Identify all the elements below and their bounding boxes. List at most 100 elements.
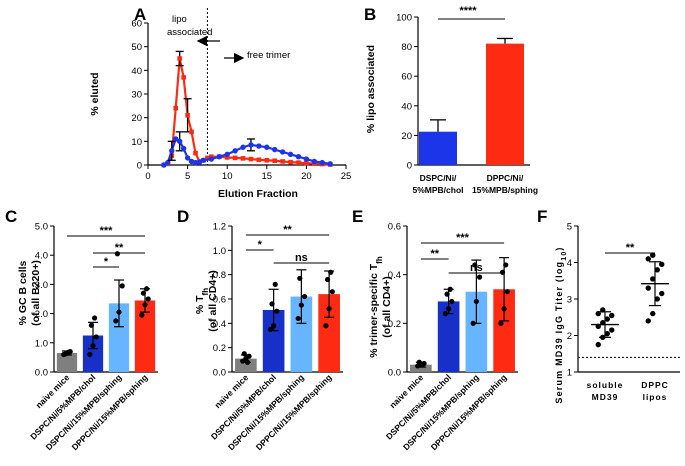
panelE-bar xyxy=(410,364,432,372)
series-point-circle xyxy=(295,154,302,160)
panelC-data-point xyxy=(87,351,93,358)
panelD-data-point xyxy=(329,289,335,295)
series-point-square xyxy=(264,157,270,163)
panel-b-category-label: DPPC/Ni/ xyxy=(487,173,524,183)
panelC-ytick-label: 2.0 xyxy=(35,309,48,320)
panelD-data-point xyxy=(301,293,308,300)
panelD-data-point xyxy=(271,323,277,329)
panel-e-trimer-tfh: % trimer-specific Tfh (of all CD4+) 0.0 0… xyxy=(368,222,518,452)
panel-b-category-label: DSPC/Ni/ xyxy=(420,173,457,183)
panelD-ytick-label: 0.4 xyxy=(213,319,226,330)
panel-b-bar-chart: % lipo associated **** 0 20 40 60 80 100 DSPC/… xyxy=(365,5,538,195)
series-point-circle xyxy=(169,148,175,154)
panel-f-data-point xyxy=(659,261,665,268)
panel-c-ylabel-line1: % GC B cells xyxy=(17,260,29,325)
panelC-data-point xyxy=(88,322,94,328)
panel-a-ytick-label: 10 xyxy=(131,137,142,148)
panelE-ytick-label: 0.4 xyxy=(388,270,401,281)
panelD-data-point xyxy=(298,302,304,308)
annotation-free-trimer: free trimer xyxy=(247,50,290,61)
panel-f-ytick-label: 5 xyxy=(567,222,572,233)
panelD-bar xyxy=(290,296,313,372)
panelD-data-point xyxy=(328,269,334,275)
panelD-ytick-label: 0.2 xyxy=(213,343,226,354)
panelC-data-point xyxy=(116,309,122,315)
panelD-data-point xyxy=(297,275,303,281)
panel-f-category-label: soluble xyxy=(587,380,624,390)
panel-f-serum-titer: Serum MD39 IgG Titer (log10) 1 2 3 4 5 solubl… xyxy=(554,222,680,404)
panel-a-ytick-label: 0 xyxy=(137,161,142,172)
panelD-ytick-label: 0.6 xyxy=(213,295,226,306)
panel-label-c: C xyxy=(5,207,17,226)
panelC-data-point xyxy=(144,286,150,292)
panelC-ytick-label: 5.0 xyxy=(35,222,48,233)
series-point-square xyxy=(224,155,230,160)
panelD-data-point xyxy=(295,315,301,322)
panelE-data-point xyxy=(419,362,426,368)
panelC-data-point xyxy=(140,290,146,296)
panel-b-ytick-label: 20 xyxy=(401,131,412,142)
panel-a-xtick-label: 20 xyxy=(301,171,312,182)
panelE-significance-label: ** xyxy=(430,248,439,260)
panel-f-category-label: DPPC xyxy=(641,380,669,390)
panel-d-tfh: % Tfh (of all CD4+) 0.00.20.40.60.81.01.… xyxy=(194,222,343,452)
series-point-square xyxy=(173,105,179,111)
panelE-data-point xyxy=(449,298,455,305)
panel-a-elution-chart: % eluted Elution Fraction lipo associate… xyxy=(89,8,351,200)
panelD-data-point xyxy=(324,276,331,283)
panelE-data-point xyxy=(473,298,479,305)
panel-f-data-point xyxy=(654,267,660,273)
panel-a-xtick-label: 15 xyxy=(262,171,273,182)
panelD-ytick-label: 1.0 xyxy=(213,246,226,257)
panelE-ytick-label: 0.2 xyxy=(388,319,401,330)
panel-b-category-label: 15%MPB/sphing xyxy=(472,185,538,195)
series-line-0 xyxy=(163,58,331,167)
panelE-bar xyxy=(493,289,515,372)
panelC-bar xyxy=(134,300,156,372)
series-point-circle xyxy=(287,151,294,158)
series-point-circle xyxy=(240,144,246,150)
series-point-circle xyxy=(303,156,310,162)
panelE-bar xyxy=(437,301,460,372)
panel-f-data-point xyxy=(650,252,656,258)
series-point-square xyxy=(177,56,182,61)
series-point-square xyxy=(288,159,293,165)
panelC-data-point xyxy=(93,334,99,340)
panel-a-ytick-label: 20 xyxy=(131,113,142,124)
panel-f-data-point xyxy=(650,310,656,317)
panel-f-ytick-label: 4 xyxy=(567,258,572,269)
panelE-significance-label: ns xyxy=(470,262,483,274)
panelC-significance-label: ** xyxy=(115,242,124,254)
panelC-data-point xyxy=(139,312,145,318)
panel-f-ytick-label: 3 xyxy=(567,295,572,306)
panel-a-xtick-label: 0 xyxy=(145,171,150,182)
panelD-ytick-label: 0.0 xyxy=(213,368,226,379)
panelC-data-point xyxy=(92,315,98,321)
panelE-data-point xyxy=(498,320,504,326)
panel-f-ytick-label: 1 xyxy=(567,368,572,379)
series-point-circle xyxy=(165,159,171,166)
panel-f-data-point xyxy=(604,330,610,337)
panel-label-b: B xyxy=(364,5,376,24)
panelE-data-point xyxy=(503,262,509,268)
panelC-data-point xyxy=(66,349,72,355)
series-point-circle xyxy=(232,148,238,154)
panelC-data-point xyxy=(114,251,120,257)
panelE-significance-label: *** xyxy=(456,232,470,244)
panelE-data-point xyxy=(501,306,507,312)
panel-f-data-point xyxy=(609,312,615,319)
series-point-circle xyxy=(208,156,215,162)
panelC-data-point xyxy=(113,318,119,324)
series-point-square xyxy=(280,159,285,164)
panel-b-ytick-label: 60 xyxy=(401,72,412,83)
panel-e-ylabel-line2: (of all CD4+) xyxy=(381,276,393,338)
panelE-data-point xyxy=(444,291,450,297)
panel-b-ytick-label: 100 xyxy=(396,13,412,24)
series-point-square xyxy=(304,160,309,166)
series-point-square xyxy=(205,155,210,161)
series-point-circle xyxy=(311,158,318,165)
panel-f-data-point xyxy=(604,316,610,322)
panelD-bar xyxy=(318,294,340,372)
panelD-ytick-label: 0.8 xyxy=(213,270,226,281)
